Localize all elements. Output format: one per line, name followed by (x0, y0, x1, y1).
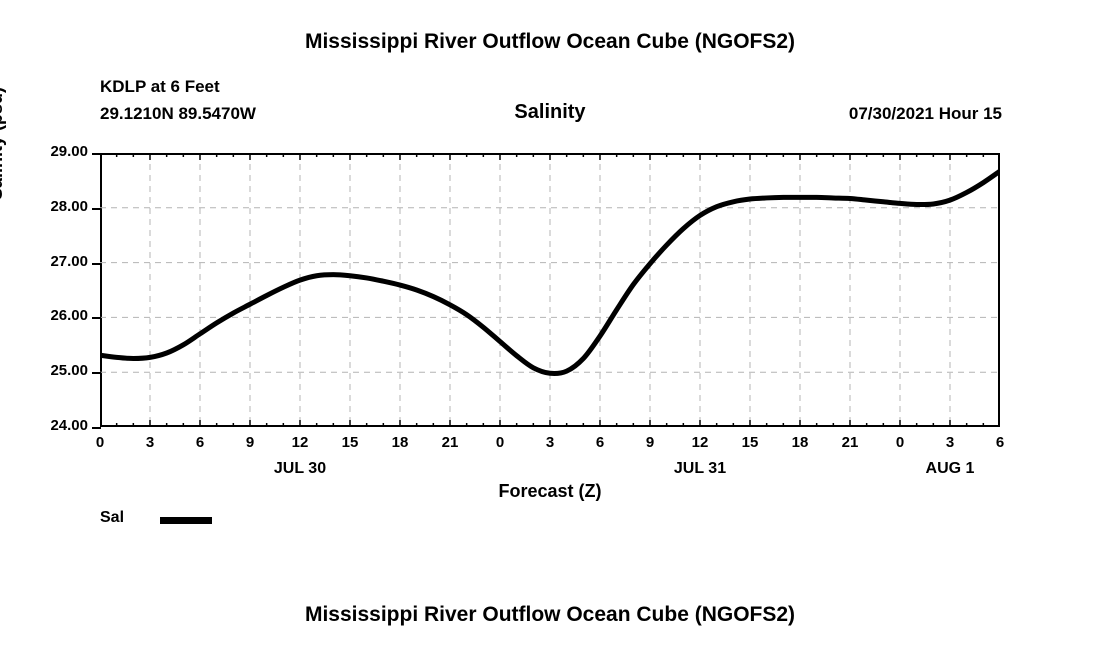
x-tick-label: 12 (691, 434, 709, 451)
footer-title: Mississippi River Outflow Ocean Cube (NG… (304, 603, 796, 626)
x-axis-day-label: JUL 30 (273, 460, 327, 477)
y-tick-mark (92, 427, 101, 429)
x-tick-label: 12 (291, 434, 309, 451)
x-axis-title: Forecast (Z) (498, 481, 602, 501)
x-tick-label: 6 (195, 434, 205, 451)
x-tick-label: 6 (595, 434, 605, 451)
x-tick-label: 0 (495, 434, 505, 451)
x-tick-label: 15 (341, 434, 359, 451)
legend-swatch-sal (160, 517, 212, 524)
x-tick-label: 18 (391, 434, 409, 451)
model-run-timestamp: 07/30/2021 Hour 15 (848, 104, 1002, 123)
page-title: Mississippi River Outflow Ocean Cube (NG… (304, 30, 796, 53)
y-tick-mark (92, 262, 101, 265)
x-tick-label: 3 (545, 434, 555, 451)
y-tick-label: 25.00 (50, 362, 88, 380)
x-tick-label: 18 (791, 434, 809, 451)
y-tick-mark (92, 207, 101, 210)
y-tick-label: 27.00 (50, 252, 88, 270)
x-tick-label: 21 (441, 434, 459, 451)
y-tick-label: 28.00 (50, 197, 88, 215)
y-tick-mark (92, 372, 101, 375)
x-tick-label: 6 (995, 434, 1005, 451)
y-tick-label: 26.00 (50, 307, 88, 325)
plot-area (100, 153, 1000, 427)
salinity-line-chart (100, 153, 1000, 427)
legend-label-sal: Sal (100, 509, 125, 526)
coordinates-label: 29.1210N 89.5470W (100, 104, 256, 123)
x-tick-label: 0 (95, 434, 105, 451)
y-axis-title: Salinity (psu) (0, 86, 6, 200)
x-axis-day-label: AUG 1 (925, 460, 975, 477)
x-tick-label: 0 (895, 434, 905, 451)
y-tick-label: 29.00 (50, 143, 88, 160)
y-tick-label: 24.00 (50, 417, 88, 434)
x-tick-label: 9 (245, 434, 255, 451)
parameter-title: Salinity (514, 101, 586, 123)
y-tick-mark (92, 153, 101, 155)
x-tick-label: 21 (841, 434, 859, 451)
y-tick-mark (92, 317, 101, 320)
x-tick-label: 3 (145, 434, 155, 451)
x-tick-label: 3 (945, 434, 955, 451)
x-tick-label: 9 (645, 434, 655, 451)
x-axis-day-label: JUL 31 (673, 460, 727, 477)
x-tick-label: 15 (741, 434, 759, 451)
station-label: KDLP at 6 Feet (100, 77, 220, 96)
